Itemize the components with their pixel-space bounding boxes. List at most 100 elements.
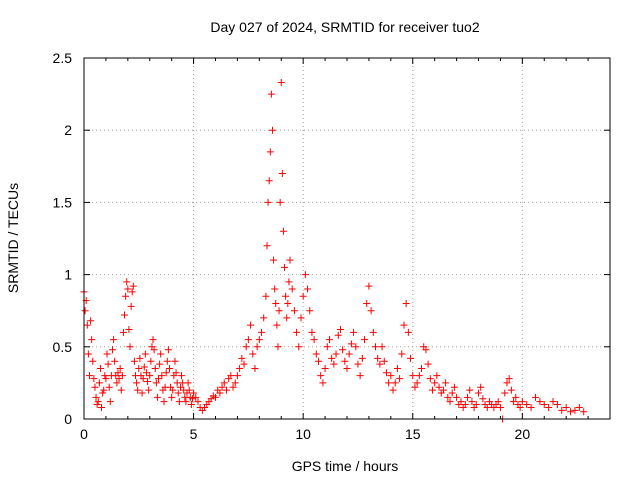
data-point bbox=[218, 383, 226, 391]
data-point bbox=[264, 198, 272, 206]
data-point bbox=[334, 331, 342, 339]
data-point bbox=[301, 271, 309, 279]
data-point bbox=[479, 395, 487, 403]
data-point bbox=[130, 357, 138, 365]
data-point bbox=[267, 90, 275, 98]
data-point bbox=[442, 379, 450, 387]
data-point bbox=[190, 389, 198, 397]
data-point bbox=[84, 350, 92, 358]
data-point bbox=[81, 307, 89, 315]
data-point bbox=[122, 292, 130, 300]
data-point bbox=[367, 307, 375, 315]
data-point bbox=[279, 227, 287, 235]
data-point bbox=[350, 328, 358, 336]
data-point bbox=[233, 372, 241, 380]
data-point bbox=[265, 177, 273, 185]
data-point bbox=[496, 403, 504, 411]
data-point bbox=[376, 360, 384, 368]
data-point bbox=[345, 350, 353, 358]
data-point bbox=[510, 398, 518, 406]
data-point bbox=[540, 401, 548, 409]
data-point bbox=[374, 354, 382, 362]
data-point bbox=[116, 364, 124, 372]
data-point bbox=[426, 375, 434, 383]
data-point bbox=[580, 408, 588, 416]
data-point bbox=[106, 398, 114, 406]
data-point bbox=[433, 372, 441, 380]
data-point bbox=[163, 357, 171, 365]
data-point bbox=[354, 360, 362, 368]
data-point bbox=[387, 372, 395, 380]
data-point bbox=[260, 314, 268, 322]
data-point bbox=[310, 336, 318, 344]
data-point bbox=[124, 285, 132, 293]
data-point bbox=[113, 379, 121, 387]
data-point bbox=[361, 336, 369, 344]
data-point bbox=[133, 379, 141, 387]
data-point bbox=[389, 386, 397, 394]
data-point bbox=[336, 325, 344, 333]
data-point bbox=[536, 398, 544, 406]
data-point bbox=[295, 343, 303, 351]
x-tick-label: 10 bbox=[295, 426, 311, 442]
data-point bbox=[385, 379, 393, 387]
data-point bbox=[288, 285, 296, 293]
data-point bbox=[428, 386, 436, 394]
data-point bbox=[216, 389, 224, 397]
data-point bbox=[229, 383, 237, 391]
data-point bbox=[175, 398, 183, 406]
data-point bbox=[172, 369, 180, 377]
data-point bbox=[165, 364, 173, 372]
data-point bbox=[92, 393, 100, 401]
data-point bbox=[185, 386, 193, 394]
data-point bbox=[157, 350, 165, 358]
data-point bbox=[129, 282, 137, 290]
data-point bbox=[126, 343, 134, 351]
data-point bbox=[101, 372, 109, 380]
data-point bbox=[466, 386, 474, 394]
data-point bbox=[297, 314, 305, 322]
data-point bbox=[262, 292, 270, 300]
data-point bbox=[317, 372, 325, 380]
data-point bbox=[341, 357, 349, 365]
data-point bbox=[103, 350, 111, 358]
data-point bbox=[393, 364, 401, 372]
data-point bbox=[125, 325, 133, 333]
data-point bbox=[494, 398, 502, 406]
data-point bbox=[378, 343, 386, 351]
data-point bbox=[90, 375, 98, 383]
data-point bbox=[147, 357, 155, 365]
data-point bbox=[255, 336, 263, 344]
y-tick-label: 2.5 bbox=[53, 50, 73, 66]
data-point bbox=[475, 389, 482, 397]
data-point bbox=[105, 383, 113, 391]
data-point bbox=[91, 383, 99, 391]
data-point bbox=[174, 389, 182, 397]
data-point bbox=[507, 386, 515, 394]
data-point bbox=[136, 354, 144, 362]
data-point bbox=[119, 328, 127, 336]
data-point bbox=[258, 328, 266, 336]
data-point bbox=[415, 372, 423, 380]
data-point bbox=[516, 403, 524, 411]
data-point bbox=[396, 375, 404, 383]
data-point bbox=[108, 346, 116, 354]
data-point bbox=[312, 350, 320, 358]
data-point bbox=[140, 363, 148, 371]
data-point bbox=[277, 79, 285, 87]
x-tick-label: 0 bbox=[80, 426, 88, 442]
data-point bbox=[158, 372, 166, 380]
x-axis-title: GPS time / hours bbox=[292, 458, 399, 474]
data-point bbox=[242, 343, 250, 351]
data-point bbox=[505, 375, 513, 383]
data-point bbox=[282, 292, 290, 300]
data-point bbox=[319, 379, 327, 387]
data-point bbox=[293, 328, 301, 336]
data-point bbox=[332, 350, 340, 358]
data-point bbox=[352, 343, 360, 351]
data-point bbox=[176, 383, 184, 391]
data-point bbox=[236, 364, 244, 372]
data-point bbox=[138, 389, 146, 397]
data-point bbox=[139, 375, 147, 383]
